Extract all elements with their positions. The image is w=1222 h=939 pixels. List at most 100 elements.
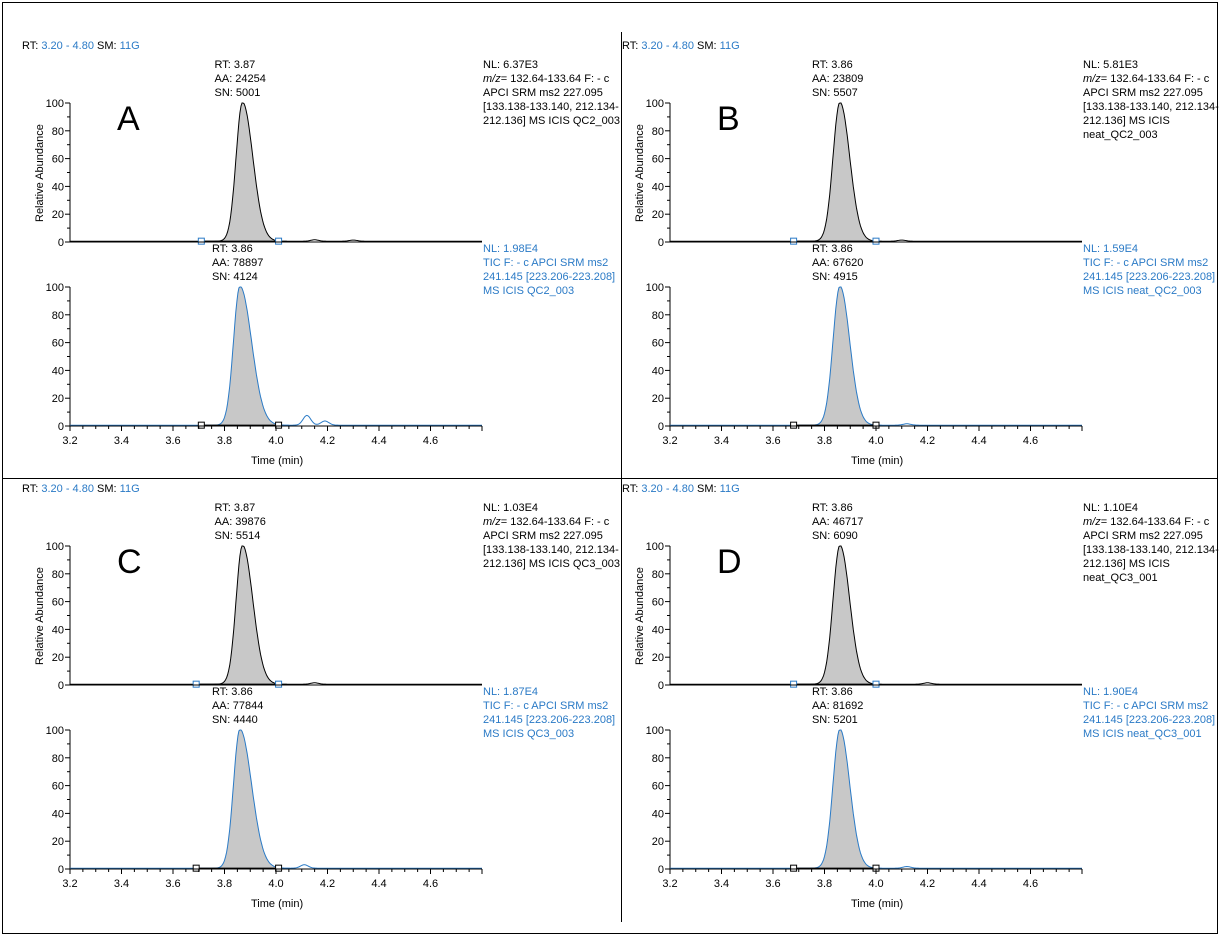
peak-annotation: RT: 3.86 AA: 78897 SN: 4124 <box>212 242 263 284</box>
scan-filter-text: TIC F: - c APCI SRM ms2 241.145 [223.206… <box>1083 257 1216 297</box>
y-tick-label: 80 <box>52 310 64 322</box>
baseline-marker[interactable] <box>790 680 798 688</box>
scan-filter-text: = 132.64-133.64 F: - c APCI SRM ms2 227.… <box>483 73 620 127</box>
y-tick-label: 40 <box>52 365 64 377</box>
baseline-marker[interactable] <box>192 680 200 688</box>
trace-description: NL: 1.03E4 m/z= 132.64-133.64 F: - c APCI… <box>483 501 623 571</box>
peak-aa: AA: 81692 <box>811 700 864 712</box>
y-tick-label: 100 <box>646 725 664 737</box>
baseline-marker[interactable] <box>790 864 798 872</box>
panel-letter: C <box>117 543 142 581</box>
trace-description: NL: 5.81E3 m/z= 132.64-133.64 F: - c APCI… <box>1083 58 1222 142</box>
x-axis-label: Time (min) <box>851 898 904 910</box>
scan-filter: TIC F: - c APCI SRM ms2 241.145 [223.206… <box>1083 256 1222 298</box>
baseline-marker[interactable] <box>192 864 200 872</box>
scan-filter-text: = 132.64-133.64 F: - c APCI SRM ms2 227.… <box>483 516 620 570</box>
integrated-peak-area <box>793 730 876 869</box>
x-tick-label: 3.4 <box>114 878 129 890</box>
y-tick-label: 0 <box>658 421 664 433</box>
peak-sn: SN: 4440 <box>211 714 258 726</box>
x-tick-label: 4.2 <box>320 435 335 447</box>
x-tick-label: 3.6 <box>765 435 780 447</box>
x-tick-label: 3.6 <box>765 878 780 890</box>
sm-value: 11G <box>719 483 740 495</box>
rt-range-header: RT: 3.20 - 4.80 SM: 11G <box>22 483 140 495</box>
integrated-peak-area <box>201 103 279 242</box>
normalization-level: NL: 1.10E4 <box>1083 502 1139 514</box>
y-tick-label: 80 <box>652 310 664 322</box>
scan-filter: m/z= 132.64-133.64 F: - c APCI SRM ms2 2… <box>483 72 623 128</box>
peak-aa: AA: 67620 <box>811 257 864 269</box>
scan-filter: TIC F: - c APCI SRM ms2 241.145 [223.206… <box>483 699 623 741</box>
sm-label: SM: <box>97 483 117 495</box>
baseline-marker[interactable] <box>275 237 283 245</box>
scan-filter: TIC F: - c APCI SRM ms2 241.145 [223.206… <box>1083 699 1222 741</box>
y-tick-label: 100 <box>646 282 664 294</box>
peak-annotation: RT: 3.86 AA: 23809 SN: 5507 <box>812 58 863 100</box>
normalization-level: NL: 1.90E4 <box>1083 686 1139 698</box>
sm-value: 11G <box>719 40 740 52</box>
peak-annotation: RT: 3.86 AA: 67620 SN: 4915 <box>812 242 863 284</box>
sm-value: 11G <box>119 483 140 495</box>
y-tick-label: 40 <box>52 808 64 820</box>
x-tick-label: 4.0 <box>868 878 883 890</box>
chromatogram-trace <box>670 102 1082 242</box>
y-tick-label: 20 <box>652 393 664 405</box>
rt-label: RT: <box>22 483 39 495</box>
y-tick-label: 60 <box>52 338 64 350</box>
x-tick-label: 3.2 <box>662 435 677 447</box>
normalization-level: NL: 1.98E4 <box>483 243 539 255</box>
x-tick-label: 3.2 <box>62 878 77 890</box>
baseline-marker[interactable] <box>275 421 283 429</box>
peak-sn: SN: 5201 <box>811 714 858 726</box>
normalization-level: NL: 1.87E4 <box>483 686 539 698</box>
integrated-peak-area <box>793 546 876 685</box>
y-tick-label: 20 <box>52 836 64 848</box>
baseline-marker[interactable] <box>790 421 798 429</box>
y-tick-label: 80 <box>52 126 64 138</box>
baseline-marker[interactable] <box>197 421 205 429</box>
y-tick-label: 100 <box>46 541 64 553</box>
peak-aa: AA: 77844 <box>211 700 264 712</box>
baseline-marker[interactable] <box>197 237 205 245</box>
rt-range-header: RT: 3.20 - 4.80 SM: 11G <box>22 40 140 52</box>
x-axis-label: Time (min) <box>251 455 304 467</box>
peak-aa: AA: 24254 <box>214 73 266 85</box>
rt-label: RT: <box>22 40 39 52</box>
baseline-marker[interactable] <box>275 864 283 872</box>
panel-letter: D <box>717 543 742 581</box>
baseline-marker[interactable] <box>275 680 283 688</box>
y-tick-label: 40 <box>652 624 664 636</box>
normalization-level: NL: 6.37E3 <box>483 59 539 71</box>
x-tick-label: 4.6 <box>1023 435 1038 447</box>
baseline-marker[interactable] <box>872 237 880 245</box>
trace-description: NL: 1.98E4 TIC F: - c APCI SRM ms2 241.14… <box>483 242 623 298</box>
peak-rt: RT: 3.86 <box>811 243 853 255</box>
integrated-peak-area <box>793 287 876 426</box>
y-tick-label: 100 <box>646 98 664 110</box>
mz-prefix: m/z <box>483 73 501 85</box>
rt-range-header: RT: 3.20 - 4.80 SM: 11G <box>622 40 740 52</box>
integrated-peak-area <box>196 730 279 869</box>
trace-description: NL: 1.87E4 TIC F: - c APCI SRM ms2 241.14… <box>483 685 623 741</box>
baseline-marker[interactable] <box>790 237 798 245</box>
x-tick-label: 4.0 <box>268 435 283 447</box>
scan-filter: m/z= 132.64-133.64 F: - c APCI SRM ms2 2… <box>483 515 623 571</box>
chromatogram-trace <box>70 545 482 685</box>
x-tick-label: 3.6 <box>165 878 180 890</box>
sm-value: 11G <box>119 40 140 52</box>
peak-sn: SN: 5514 <box>214 530 261 542</box>
integrated-peak-area <box>793 103 876 242</box>
y-tick-label: 40 <box>652 181 664 193</box>
peak-sn: SN: 4915 <box>811 271 858 283</box>
rt-range: 3.20 - 4.80 <box>641 483 694 495</box>
x-tick-label: 3.4 <box>714 878 729 890</box>
x-tick-label: 3.8 <box>817 435 832 447</box>
mz-prefix: m/z <box>1083 73 1101 85</box>
peak-aa: AA: 39876 <box>214 516 266 528</box>
chromatogram-trace <box>70 729 482 869</box>
baseline-marker[interactable] <box>872 680 880 688</box>
y-tick-label: 60 <box>52 781 64 793</box>
y-tick-label: 80 <box>52 569 64 581</box>
